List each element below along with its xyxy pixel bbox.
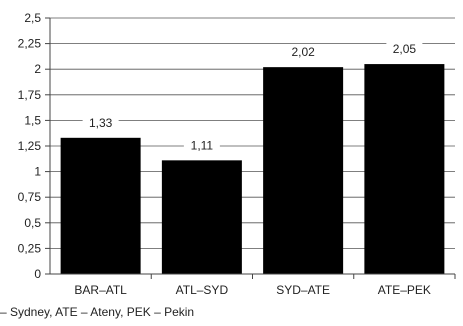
x-category-label: BAR–ATL	[74, 283, 127, 297]
bar	[60, 137, 141, 274]
x-axis-categories: BAR–ATL ATL–SYD SYD–ATE ATE–PEK	[74, 274, 456, 297]
bar	[263, 67, 344, 274]
y-tick-label: 1,5	[24, 113, 41, 127]
y-tick-label: 0,25	[18, 241, 42, 255]
x-category-label: SYD–ATE	[276, 283, 330, 297]
data-label-background	[285, 45, 322, 61]
y-tick-label: 0,5	[24, 216, 41, 230]
data-label-background	[82, 115, 119, 131]
y-tick-label: 2,5	[24, 11, 41, 25]
data-label-background	[183, 138, 220, 154]
y-tick-label: 0,75	[18, 190, 42, 204]
data-label: 1,11	[191, 138, 214, 152]
y-tick-label: 1,75	[18, 88, 42, 102]
footnote: – Sydney, ATE – Ateny, PEK – Pekin	[0, 305, 195, 319]
y-tick-label: 1	[34, 165, 41, 179]
y-axis-ticks: 0 0,25 0,5 0,75 1 1,25 1,5 1,75 2 2,25 2,5	[18, 11, 50, 281]
data-label: 2,05	[393, 42, 417, 56]
y-tick-label: 2	[34, 62, 41, 76]
y-tick-label: 2,25	[18, 37, 42, 51]
bar-chart: 0 0,25 0,5 0,75 1 1,25 1,5 1,75 2 2,25 2,5 1,33 1,1…	[18, 11, 456, 297]
data-labels: 1,33 1,11 2,02 2,05	[82, 42, 423, 154]
bar	[161, 160, 242, 274]
y-tick-label: 0	[34, 267, 41, 281]
data-label: 2,02	[291, 45, 315, 59]
x-category-label: ATL–SYD	[176, 283, 229, 297]
bars	[60, 64, 445, 274]
x-category-label: ATE–PEK	[378, 283, 431, 297]
data-label-background	[386, 42, 423, 58]
data-label: 1,33	[89, 116, 113, 130]
bar	[364, 64, 445, 274]
y-tick-label: 1,25	[18, 139, 42, 153]
